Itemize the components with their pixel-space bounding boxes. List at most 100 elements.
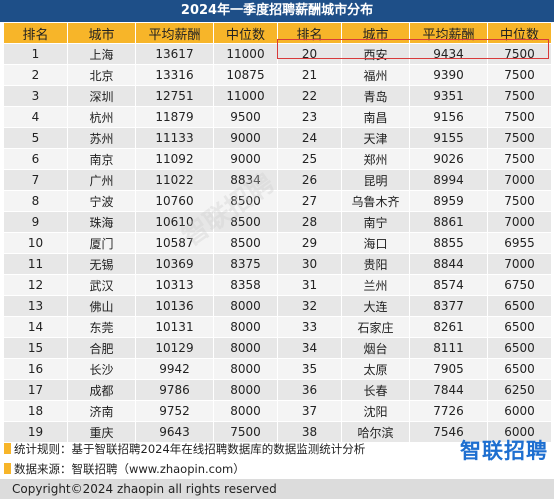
table-cell: 7844 bbox=[409, 379, 488, 401]
table-cell: 23 bbox=[277, 106, 342, 128]
table-cell: 15 bbox=[3, 337, 68, 359]
table-cell: 郑州 bbox=[341, 148, 410, 170]
table-cell: 长沙 bbox=[67, 358, 136, 380]
table-row: 7 广州 11022 8834 26 昆明 8994 7000 bbox=[3, 169, 552, 191]
table-cell: 重庆 bbox=[67, 421, 136, 443]
table-cell: 12751 bbox=[135, 85, 214, 107]
table-cell: 9643 bbox=[135, 421, 214, 443]
table-cell: 1 bbox=[3, 43, 68, 65]
table-row: 8 宁波 10760 8500 27 乌鲁木齐 8959 7500 bbox=[3, 190, 552, 212]
table-cell: 7500 bbox=[487, 148, 552, 170]
table-cell: 7500 bbox=[487, 43, 552, 65]
salary-table: 排名 城市 平均薪酬 中位数 排名 城市 平均薪酬 中位数 1 上海 13617 11000 20 西安… bbox=[3, 22, 552, 443]
table-cell: 7000 bbox=[487, 253, 552, 275]
table-cell: 6500 bbox=[487, 358, 552, 380]
table-cell: 26 bbox=[277, 169, 342, 191]
table-cell: 27 bbox=[277, 190, 342, 212]
table-cell: 福州 bbox=[341, 64, 410, 86]
table-cell: 8000 bbox=[213, 337, 278, 359]
table-cell: 厦门 bbox=[67, 232, 136, 254]
brand-logo: 智联招聘 bbox=[460, 439, 548, 463]
table-row: 15 合肥 10129 8000 34 烟台 8111 6500 bbox=[3, 337, 552, 359]
table-cell: 北京 bbox=[67, 64, 136, 86]
table-cell: 21 bbox=[277, 64, 342, 86]
table-cell: 35 bbox=[277, 358, 342, 380]
table-cell: 苏州 bbox=[67, 127, 136, 149]
table-cell: 8500 bbox=[213, 211, 278, 233]
table-cell: 29 bbox=[277, 232, 342, 254]
column-header: 排名 bbox=[3, 22, 68, 44]
table-cell: 大连 bbox=[341, 295, 410, 317]
table-row: 12 武汉 10313 8358 31 兰州 8574 6750 bbox=[3, 274, 552, 296]
table-cell: 32 bbox=[277, 295, 342, 317]
table-cell: 7500 bbox=[487, 85, 552, 107]
table-cell: 7500 bbox=[487, 127, 552, 149]
table-cell: 11879 bbox=[135, 106, 214, 128]
table-cell: 10587 bbox=[135, 232, 214, 254]
table-cell: 11092 bbox=[135, 148, 214, 170]
column-header: 城市 bbox=[341, 22, 410, 44]
table-row: 18 济南 9752 8000 37 沈阳 7726 6000 bbox=[3, 400, 552, 422]
table-cell: 9 bbox=[3, 211, 68, 233]
table-cell: 28 bbox=[277, 211, 342, 233]
table-cell: 9786 bbox=[135, 379, 214, 401]
table-cell: 武汉 bbox=[67, 274, 136, 296]
table-cell: 上海 bbox=[67, 43, 136, 65]
table-row: 9 珠海 10610 8500 28 南宁 8861 7000 bbox=[3, 211, 552, 233]
table-cell: 东莞 bbox=[67, 316, 136, 338]
table-cell: 11000 bbox=[213, 43, 278, 65]
table-cell: 10136 bbox=[135, 295, 214, 317]
table-cell: 7905 bbox=[409, 358, 488, 380]
table-cell: 8000 bbox=[213, 400, 278, 422]
table-cell: 6000 bbox=[487, 400, 552, 422]
table-cell: 乌鲁木齐 bbox=[341, 190, 410, 212]
table-cell: 37 bbox=[277, 400, 342, 422]
table-cell: 8994 bbox=[409, 169, 488, 191]
table-cell: 8000 bbox=[213, 295, 278, 317]
table-cell: 6750 bbox=[487, 274, 552, 296]
table-cell: 7500 bbox=[487, 64, 552, 86]
table-cell: 10369 bbox=[135, 253, 214, 275]
table-cell: 9351 bbox=[409, 85, 488, 107]
footer-note-text: 统计规则：基于智联招聘2024年在线招聘数据库的数据监测统计分析 bbox=[14, 442, 366, 456]
table-cell: 贵阳 bbox=[341, 253, 410, 275]
table-row: 10 厦门 10587 8500 29 海口 8855 6955 bbox=[3, 232, 552, 254]
table-cell: 9434 bbox=[409, 43, 488, 65]
table-cell: 珠海 bbox=[67, 211, 136, 233]
table-cell: 8574 bbox=[409, 274, 488, 296]
table-cell: 西安 bbox=[341, 43, 410, 65]
table-cell: 12 bbox=[3, 274, 68, 296]
table-cell: 10131 bbox=[135, 316, 214, 338]
table-cell: 6 bbox=[3, 148, 68, 170]
table-cell: 30 bbox=[277, 253, 342, 275]
table-cell: 南宁 bbox=[341, 211, 410, 233]
copyright: Copyright©2024 zhaopin all rights reserv… bbox=[0, 479, 554, 499]
table-cell: 杭州 bbox=[67, 106, 136, 128]
table-cell: 25 bbox=[277, 148, 342, 170]
table-cell: 20 bbox=[277, 43, 342, 65]
table-cell: 6500 bbox=[487, 337, 552, 359]
table-cell: 19 bbox=[3, 421, 68, 443]
table-cell: 10129 bbox=[135, 337, 214, 359]
table-cell: 无锡 bbox=[67, 253, 136, 275]
table-cell: 8959 bbox=[409, 190, 488, 212]
table-cell: 10875 bbox=[213, 64, 278, 86]
table-cell: 宁波 bbox=[67, 190, 136, 212]
table-cell: 8000 bbox=[213, 358, 278, 380]
table-cell: 8844 bbox=[409, 253, 488, 275]
table-cell: 8861 bbox=[409, 211, 488, 233]
table-cell: 6500 bbox=[487, 316, 552, 338]
table-cell: 13617 bbox=[135, 43, 214, 65]
table-cell: 9156 bbox=[409, 106, 488, 128]
table-cell: 8111 bbox=[409, 337, 488, 359]
table-cell: 9500 bbox=[213, 106, 278, 128]
table-cell: 广州 bbox=[67, 169, 136, 191]
table-cell: 22 bbox=[277, 85, 342, 107]
table-cell: 7 bbox=[3, 169, 68, 191]
table-row: 14 东莞 10131 8000 33 石家庄 8261 6500 bbox=[3, 316, 552, 338]
table-cell: 长春 bbox=[341, 379, 410, 401]
table-cell: 6250 bbox=[487, 379, 552, 401]
table-row: 17 成都 9786 8000 36 长春 7844 6250 bbox=[3, 379, 552, 401]
table-cell: 18 bbox=[3, 400, 68, 422]
table-header-row: 排名 城市 平均薪酬 中位数 排名 城市 平均薪酬 中位数 bbox=[3, 22, 552, 44]
